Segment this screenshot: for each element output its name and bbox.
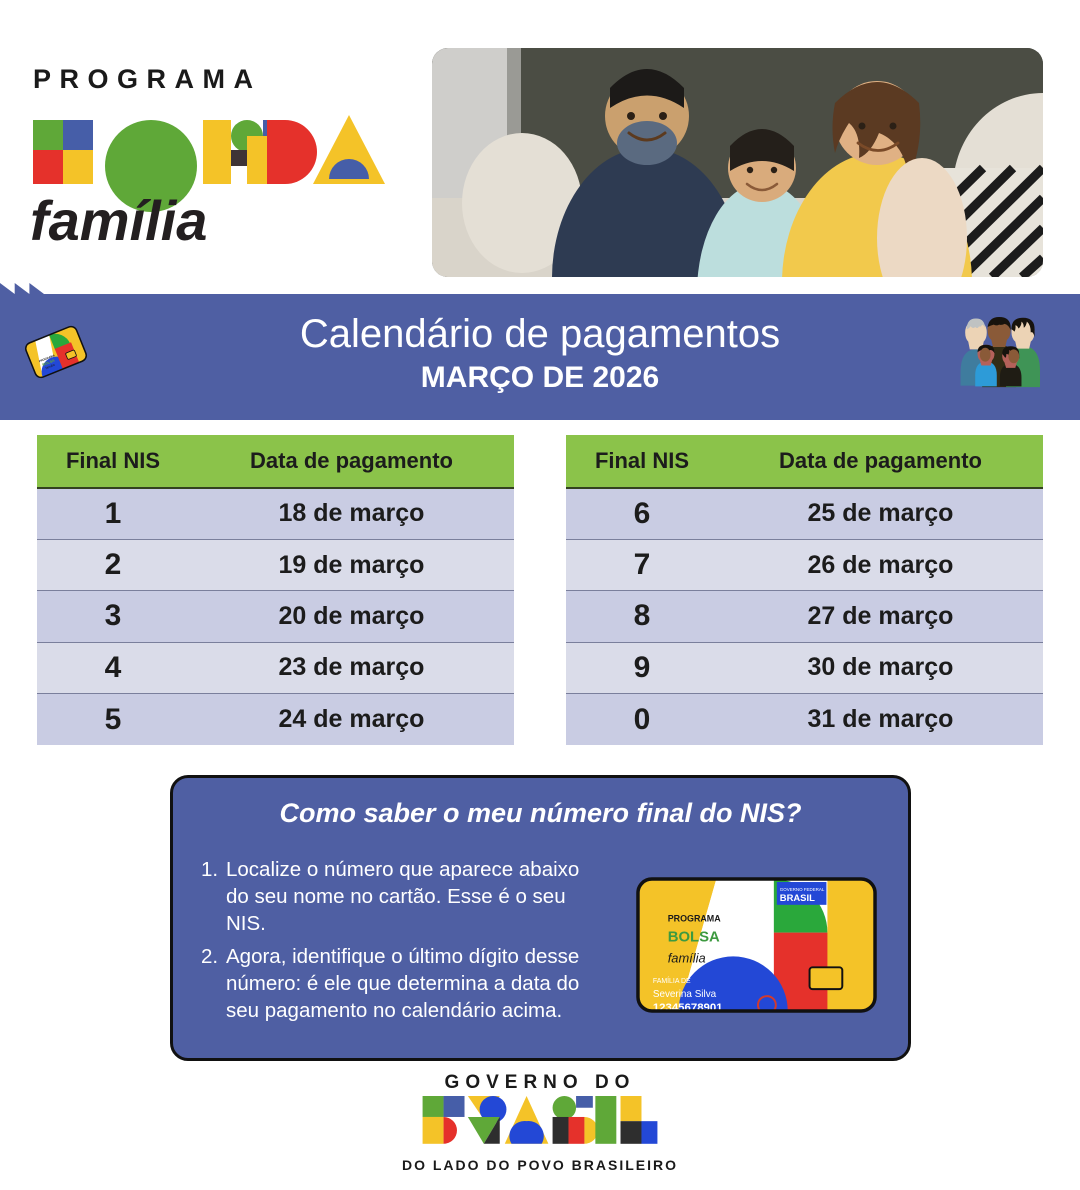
svg-text:BOLSA: BOLSA [668,930,720,946]
svg-text:PROGRAMA: PROGRAMA [33,64,262,94]
svg-text:PROGRAMA: PROGRAMA [668,914,722,924]
svg-text:família: família [668,950,706,965]
svg-text:família: família [30,189,207,250]
svg-text:Severina Silva: Severina Silva [653,989,717,1000]
svg-text:FAMÍLIA DE: FAMÍLIA DE [653,976,691,985]
svg-text:BRASIL: BRASIL [780,892,815,903]
